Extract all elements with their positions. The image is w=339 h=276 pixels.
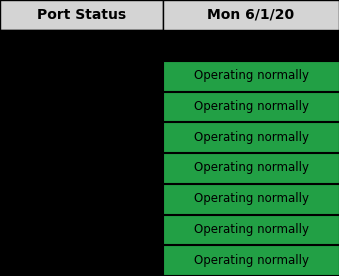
Text: Operating normally: Operating normally [194, 131, 308, 144]
Bar [163, 245, 339, 275]
Bar [163, 153, 339, 183]
Text: Operating normally: Operating normally [194, 100, 308, 113]
Text: Operating normally: Operating normally [194, 254, 308, 267]
Text: Port Status: Port Status [37, 8, 126, 22]
Bar [163, 92, 339, 121]
Text: Operating normally: Operating normally [194, 223, 308, 236]
Bar [0, 30, 163, 276]
Text: Operating normally: Operating normally [194, 192, 308, 205]
Bar [163, 184, 339, 214]
Bar [163, 214, 339, 244]
Bar [0, 0, 163, 30]
Text: Mon 6/1/20: Mon 6/1/20 [207, 8, 295, 22]
Text: Operating normally: Operating normally [194, 161, 308, 174]
Text: Operating normally: Operating normally [194, 69, 308, 82]
Bar [163, 61, 339, 91]
Bar [163, 123, 339, 152]
Bar [163, 0, 339, 30]
